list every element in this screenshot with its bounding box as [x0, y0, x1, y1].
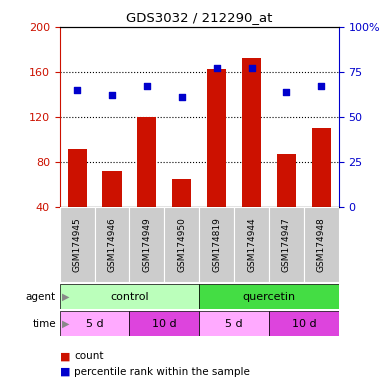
Bar — [199, 284, 339, 309]
Bar — [164, 207, 199, 282]
Point — [144, 83, 150, 89]
Bar — [304, 207, 339, 282]
Bar — [234, 207, 269, 282]
Text: 5 d: 5 d — [225, 318, 243, 329]
Bar — [60, 311, 129, 336]
Bar — [129, 207, 164, 282]
Point — [214, 65, 220, 71]
Text: percentile rank within the sample: percentile rank within the sample — [74, 367, 250, 377]
Bar — [269, 207, 304, 282]
Point — [74, 87, 80, 93]
Point — [248, 65, 254, 71]
Bar — [277, 154, 296, 207]
Bar — [312, 128, 331, 207]
Bar — [199, 207, 234, 282]
Text: agent: agent — [26, 291, 56, 302]
Text: GSM174947: GSM174947 — [282, 217, 291, 272]
Point — [109, 93, 115, 99]
Text: 10 d: 10 d — [291, 318, 316, 329]
Text: ▶: ▶ — [62, 291, 69, 302]
Text: control: control — [110, 291, 149, 302]
Text: count: count — [74, 351, 104, 361]
Text: ▶: ▶ — [62, 318, 69, 329]
Text: GSM174950: GSM174950 — [177, 217, 186, 272]
Point — [283, 89, 290, 95]
Text: GSM174945: GSM174945 — [73, 217, 82, 272]
Bar — [269, 311, 339, 336]
Bar — [60, 284, 199, 309]
Bar — [67, 149, 87, 207]
Text: 10 d: 10 d — [152, 318, 177, 329]
Bar — [95, 207, 129, 282]
Bar — [242, 58, 261, 207]
Point — [318, 83, 325, 89]
Bar — [199, 311, 269, 336]
Text: GSM174949: GSM174949 — [142, 217, 151, 272]
Text: GSM174819: GSM174819 — [212, 217, 221, 272]
Bar — [60, 207, 95, 282]
Text: GSM174944: GSM174944 — [247, 217, 256, 272]
Bar — [172, 179, 191, 207]
Bar — [137, 117, 156, 207]
Text: GSM174948: GSM174948 — [317, 217, 326, 272]
Point — [179, 94, 185, 100]
Bar — [129, 311, 199, 336]
Title: GDS3032 / 212290_at: GDS3032 / 212290_at — [126, 11, 273, 24]
Text: ■: ■ — [60, 351, 70, 361]
Text: time: time — [32, 318, 56, 329]
Bar — [102, 171, 122, 207]
Bar — [207, 69, 226, 207]
Text: ■: ■ — [60, 367, 70, 377]
Text: GSM174946: GSM174946 — [107, 217, 117, 272]
Text: quercetin: quercetin — [243, 291, 296, 302]
Text: 5 d: 5 d — [86, 318, 104, 329]
